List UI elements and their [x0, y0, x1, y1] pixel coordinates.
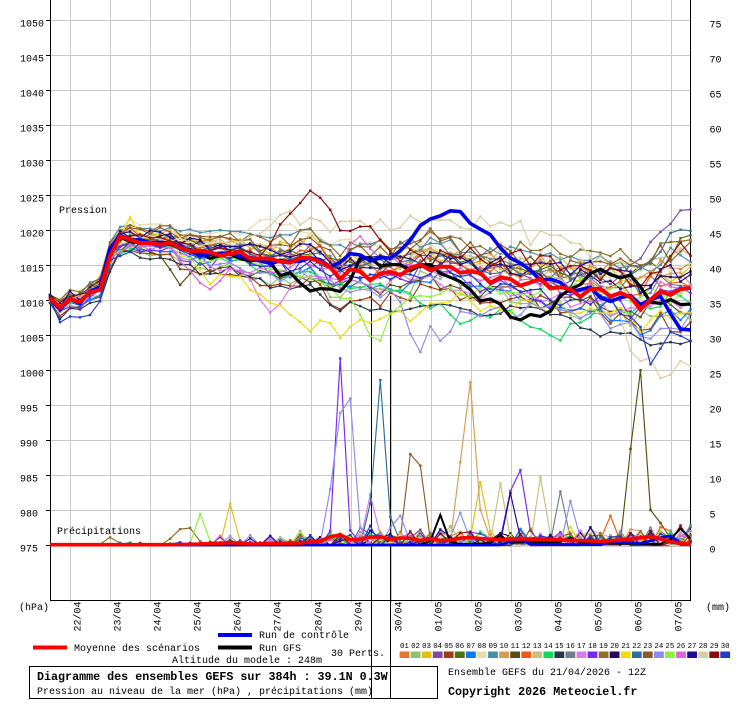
svg-text:Diagramme des ensembles GEFS s: Diagramme des ensembles GEFS sur 384h : …	[37, 670, 389, 684]
svg-text:60: 60	[710, 126, 722, 137]
svg-text:03/05: 03/05	[513, 601, 525, 631]
svg-text:11: 11	[511, 643, 520, 651]
svg-text:25: 25	[710, 371, 722, 382]
svg-text:Altitude du modele : 248m: Altitude du modele : 248m	[172, 655, 322, 667]
svg-text:(mm): (mm)	[706, 602, 730, 614]
svg-text:30 Perts.: 30 Perts.	[331, 649, 385, 660]
svg-text:0: 0	[710, 546, 716, 557]
svg-text:Moyenne des scénarios: Moyenne des scénarios	[74, 643, 200, 655]
svg-text:1000: 1000	[20, 370, 44, 381]
svg-text:02: 02	[411, 643, 420, 651]
svg-text:Copyright 2026 Meteociel.fr: Copyright 2026 Meteociel.fr	[448, 685, 637, 699]
svg-text:28: 28	[699, 643, 708, 651]
svg-text:980: 980	[20, 510, 38, 521]
svg-text:Run GFS: Run GFS	[259, 644, 301, 655]
svg-text:05: 05	[444, 643, 453, 651]
svg-text:04/05: 04/05	[553, 601, 565, 631]
svg-text:975: 975	[20, 545, 38, 556]
svg-text:06: 06	[455, 643, 464, 651]
svg-text:14: 14	[544, 643, 553, 651]
svg-text:20: 20	[710, 406, 722, 417]
svg-text:995: 995	[20, 405, 38, 416]
svg-text:07/05: 07/05	[673, 601, 685, 631]
svg-text:03: 03	[422, 643, 431, 651]
svg-text:1045: 1045	[20, 55, 44, 66]
svg-text:01/05: 01/05	[433, 601, 445, 631]
svg-text:Pression: Pression	[59, 205, 107, 217]
svg-text:1015: 1015	[20, 265, 44, 276]
svg-text:25: 25	[665, 643, 674, 651]
svg-text:26: 26	[677, 643, 686, 651]
svg-text:12: 12	[522, 643, 531, 651]
svg-text:1035: 1035	[20, 125, 44, 136]
svg-text:55: 55	[710, 161, 722, 172]
svg-text:24/04: 24/04	[152, 601, 164, 631]
svg-text:08: 08	[477, 643, 486, 651]
svg-text:40: 40	[710, 266, 722, 277]
svg-text:23/04: 23/04	[112, 601, 124, 631]
svg-text:985: 985	[20, 475, 38, 486]
svg-text:1050: 1050	[20, 20, 44, 31]
svg-text:35: 35	[710, 301, 722, 312]
svg-text:04: 04	[433, 643, 442, 651]
svg-text:5: 5	[710, 511, 716, 522]
svg-text:15: 15	[710, 441, 722, 452]
svg-text:01: 01	[400, 643, 409, 651]
svg-text:Run de contrôle: Run de contrôle	[259, 630, 349, 642]
svg-text:17: 17	[577, 643, 586, 651]
svg-text:20: 20	[610, 643, 619, 651]
svg-text:10: 10	[710, 476, 722, 487]
svg-text:1030: 1030	[20, 160, 44, 171]
svg-text:30: 30	[710, 336, 722, 347]
svg-text:1025: 1025	[20, 195, 44, 206]
svg-text:07: 07	[466, 643, 475, 651]
svg-text:05/05: 05/05	[593, 601, 605, 631]
svg-text:21: 21	[621, 643, 630, 651]
svg-text:29/04: 29/04	[353, 601, 365, 631]
svg-text:45: 45	[710, 231, 722, 242]
svg-text:22: 22	[632, 643, 641, 651]
svg-text:75: 75	[710, 21, 722, 32]
svg-text:1040: 1040	[20, 90, 44, 101]
svg-text:70: 70	[710, 56, 722, 67]
svg-text:13: 13	[533, 643, 542, 651]
svg-text:25/04: 25/04	[192, 601, 204, 631]
svg-text:(hPa): (hPa)	[19, 602, 49, 614]
svg-text:990: 990	[20, 440, 38, 451]
svg-text:28/04: 28/04	[313, 601, 325, 631]
svg-text:Précipitations: Précipitations	[57, 526, 141, 538]
svg-text:23: 23	[643, 643, 652, 651]
svg-text:18: 18	[588, 643, 597, 651]
svg-text:10: 10	[500, 643, 509, 651]
svg-text:Ensemble GEFS du 21/04/2026 -: Ensemble GEFS du 21/04/2026 - 12Z	[448, 667, 646, 679]
svg-text:29: 29	[710, 643, 719, 651]
svg-text:65: 65	[710, 91, 722, 102]
svg-text:06/05: 06/05	[633, 601, 645, 631]
svg-text:27: 27	[688, 643, 697, 651]
svg-text:26/04: 26/04	[232, 601, 244, 631]
svg-text:09: 09	[489, 643, 498, 651]
svg-text:27/04: 27/04	[272, 601, 284, 631]
svg-text:24: 24	[654, 643, 663, 651]
svg-text:50: 50	[710, 196, 722, 207]
svg-text:1010: 1010	[20, 300, 44, 311]
svg-text:1020: 1020	[20, 230, 44, 241]
svg-text:02/05: 02/05	[473, 601, 485, 631]
svg-text:22/04: 22/04	[72, 601, 84, 631]
svg-text:Pression au niveau de la mer (: Pression au niveau de la mer (hPa) , pré…	[37, 686, 373, 698]
svg-text:30/04: 30/04	[393, 601, 405, 631]
svg-text:16: 16	[566, 643, 575, 651]
svg-text:30: 30	[721, 643, 730, 651]
svg-text:15: 15	[555, 643, 564, 651]
svg-text:1005: 1005	[20, 335, 44, 346]
svg-text:19: 19	[599, 643, 608, 651]
